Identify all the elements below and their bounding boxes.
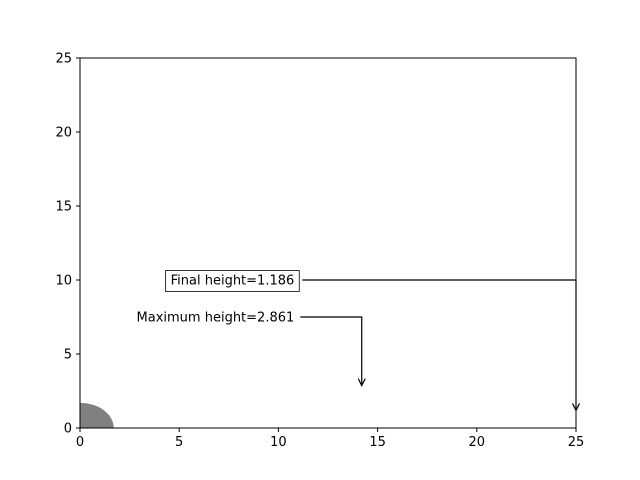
y-tick-label: 5 xyxy=(64,348,72,363)
x-axis: 0 5 10 15 20 25 xyxy=(76,428,584,450)
annotation: Final height=1.186 xyxy=(165,270,581,412)
annotation: Maximum height=2.861 xyxy=(137,311,366,387)
ball-marker xyxy=(80,402,114,428)
annotation-arrow-line xyxy=(300,316,363,385)
annotation-text: Final height=1.186 xyxy=(171,274,295,289)
y-tick-label: 20 xyxy=(55,126,72,141)
x-tick-label: 20 xyxy=(469,435,486,450)
x-tick-label: 15 xyxy=(369,435,386,450)
object-layer xyxy=(80,402,114,428)
y-tick-label: 0 xyxy=(64,422,72,437)
x-tick-label: 10 xyxy=(270,435,287,450)
y-tick-label: 10 xyxy=(55,274,72,289)
plot-frame xyxy=(79,57,577,429)
y-axis: 0 5 10 15 20 25 xyxy=(55,52,80,437)
annotation-box xyxy=(165,270,300,292)
y-tick-label: 15 xyxy=(55,200,72,215)
x-tick-label: 5 xyxy=(175,435,183,450)
annotation-arrow-head xyxy=(571,403,581,412)
x-tick-label: 25 xyxy=(568,435,585,450)
x-tick-label: 0 xyxy=(76,435,84,450)
annotation-layer: Final height=1.186 Maximum height=2.861 xyxy=(137,270,581,412)
annotation-text: Maximum height=2.861 xyxy=(137,311,295,326)
y-tick-label: 25 xyxy=(55,52,72,67)
annotation-arrow-line xyxy=(302,279,577,410)
annotation-arrow-head xyxy=(357,378,366,387)
